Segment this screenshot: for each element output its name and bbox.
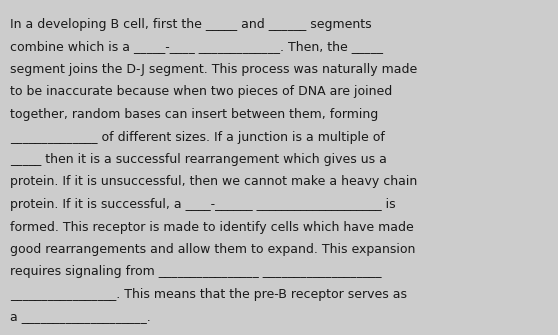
Text: ______________ of different sizes. If a junction is a multiple of: ______________ of different sizes. If a … xyxy=(10,131,385,143)
Text: formed. This receptor is made to identify cells which have made: formed. This receptor is made to identif… xyxy=(10,220,413,233)
Text: protein. If it is unsuccessful, then we cannot make a heavy chain: protein. If it is unsuccessful, then we … xyxy=(10,176,417,189)
Text: combine which is a _____-____ _____________. Then, the _____: combine which is a _____-____ __________… xyxy=(10,41,383,54)
Text: good rearrangements and allow them to expand. This expansion: good rearrangements and allow them to ex… xyxy=(10,243,415,256)
Text: _________________. This means that the pre-B receptor serves as: _________________. This means that the p… xyxy=(10,288,407,301)
Text: In a developing B cell, first the _____ and ______ segments: In a developing B cell, first the _____ … xyxy=(10,18,372,31)
Text: a ____________________.: a ____________________. xyxy=(10,311,151,324)
Text: _____ then it is a successful rearrangement which gives us a: _____ then it is a successful rearrangem… xyxy=(10,153,387,166)
Text: segment joins the D-J segment. This process was naturally made: segment joins the D-J segment. This proc… xyxy=(10,63,417,76)
Text: protein. If it is successful, a ____-______ ____________________ is: protein. If it is successful, a ____-___… xyxy=(10,198,396,211)
Text: requires signaling from ________________ ___________________: requires signaling from ________________… xyxy=(10,266,382,278)
Text: together, random bases can insert between them, forming: together, random bases can insert betwee… xyxy=(10,108,378,121)
Text: to be inaccurate because when two pieces of DNA are joined: to be inaccurate because when two pieces… xyxy=(10,85,392,98)
